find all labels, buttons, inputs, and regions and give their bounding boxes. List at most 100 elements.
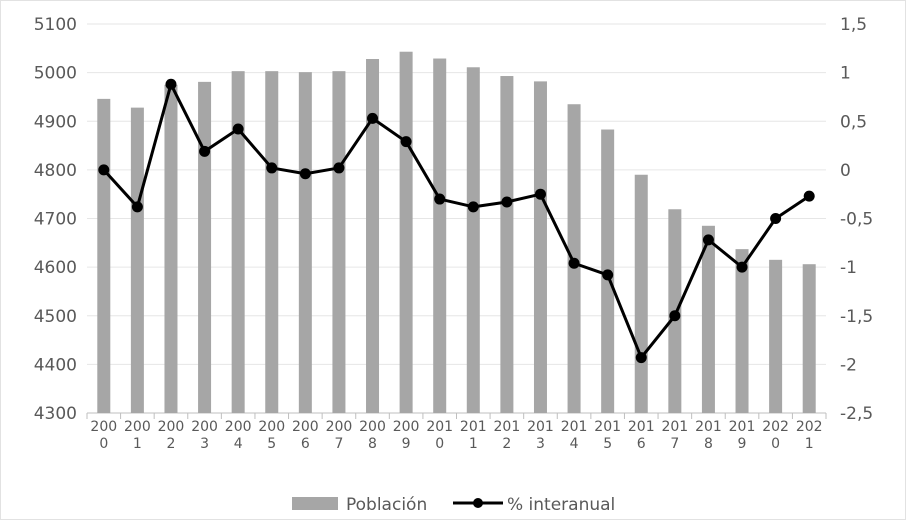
y-left-tick-label: 4700 — [34, 210, 77, 230]
x-tick-label-top: 200 — [124, 419, 151, 435]
x-tick-label-bottom: 3 — [200, 436, 209, 452]
line-point — [501, 196, 513, 208]
bar — [130, 107, 144, 413]
x-axis-ticks: 2000200120022003200420052006200720082009… — [86, 413, 827, 452]
bar — [802, 264, 816, 413]
line-point — [770, 213, 782, 224]
x-tick-label-bottom: 9 — [738, 436, 747, 452]
x-tick-label-top: 201 — [729, 419, 756, 435]
line-point — [467, 201, 479, 213]
x-tick-label-top: 201 — [426, 419, 453, 435]
bar — [298, 72, 312, 414]
line-point — [568, 257, 580, 269]
bar — [634, 174, 648, 413]
line-point — [367, 112, 379, 124]
x-tick-label-bottom: 6 — [637, 436, 646, 452]
x-tick-label-top: 200 — [393, 419, 420, 435]
x-tick-label-bottom: 9 — [402, 436, 411, 452]
x-tick-label-bottom: 4 — [234, 436, 243, 452]
legend-line-marker — [473, 498, 483, 508]
y-left-tick-label: 4300 — [34, 404, 77, 424]
y-left-tick-label: 5000 — [34, 64, 77, 84]
x-tick-label-bottom: 0 — [771, 436, 780, 452]
line-point — [333, 162, 345, 174]
x-tick-label-bottom: 1 — [133, 436, 142, 452]
legend-bar-swatch — [292, 497, 338, 510]
line-point — [299, 168, 311, 180]
line-point — [434, 193, 446, 205]
bar — [231, 71, 245, 413]
y-right-tick-label: -1 — [840, 258, 857, 278]
x-tick-label-bottom: 2 — [502, 436, 511, 452]
y-right-tick-label: 1,5 — [840, 15, 867, 35]
bar — [500, 76, 514, 413]
y-left-tick-label: 4800 — [34, 161, 77, 181]
line-point — [736, 261, 748, 273]
x-tick-label-top: 200 — [326, 419, 353, 435]
x-tick-label-bottom: 1 — [469, 436, 478, 452]
x-tick-label-top: 200 — [158, 419, 185, 435]
x-tick-label-bottom: 5 — [603, 436, 612, 452]
x-tick-label-top: 202 — [762, 419, 789, 435]
x-tick-label-bottom: 7 — [334, 436, 343, 452]
x-tick-label-top: 200 — [191, 419, 218, 435]
x-tick-label-bottom: 4 — [570, 436, 579, 452]
x-tick-label-top: 201 — [527, 419, 554, 435]
y-right-tick-label: -0,5 — [840, 210, 873, 230]
x-tick-label-top: 201 — [460, 419, 487, 435]
line-point — [534, 188, 546, 200]
y-left-tick-label: 4900 — [34, 112, 77, 132]
line-point — [602, 269, 614, 281]
bar — [366, 59, 380, 413]
y-right-tick-label: -2,5 — [840, 404, 873, 424]
bar — [97, 98, 111, 413]
y-right-tick-label: 0,5 — [840, 112, 867, 132]
bar-series — [97, 51, 816, 414]
line-point — [635, 352, 647, 364]
x-tick-label-bottom: 8 — [368, 436, 377, 452]
x-tick-label-top: 201 — [695, 419, 722, 435]
x-tick-label-top: 201 — [561, 419, 588, 435]
x-tick-label-top: 200 — [258, 419, 285, 435]
bar — [265, 71, 279, 413]
line-point — [165, 78, 177, 90]
bar — [769, 259, 783, 413]
bar — [533, 81, 547, 413]
x-tick-label-bottom: 8 — [704, 436, 713, 452]
left-axis-ticks: 4300 4400 4500 4600 4700 4800 4900 5000 5100 — [34, 15, 77, 424]
x-tick-label-top: 201 — [661, 419, 688, 435]
x-tick-label-bottom: 7 — [670, 436, 679, 452]
line-point — [266, 162, 278, 174]
line-point — [702, 234, 714, 246]
y-left-tick-label: 4600 — [34, 258, 77, 278]
x-tick-label-top: 201 — [494, 419, 521, 435]
line-series — [98, 78, 815, 364]
line-point — [232, 123, 244, 135]
x-tick-label-top: 200 — [90, 419, 117, 435]
x-tick-label-bottom: 3 — [536, 436, 545, 452]
x-tick-label-top: 200 — [225, 419, 252, 435]
y-left-tick-label: 4500 — [34, 307, 77, 327]
legend: Población % interanual — [292, 495, 615, 515]
legend-line-label: % interanual — [507, 495, 615, 515]
x-tick-label-bottom: 5 — [267, 436, 276, 452]
x-tick-label-top: 202 — [796, 419, 823, 435]
right-axis-ticks: -2,5 -2 -1,5 -1 -0,5 0 0,5 1 1,5 — [840, 15, 873, 424]
bar — [332, 71, 346, 413]
y-right-tick-label: -2 — [840, 355, 857, 375]
x-tick-label-top: 201 — [628, 419, 655, 435]
bar — [164, 84, 178, 413]
x-tick-label-top: 200 — [292, 419, 319, 435]
x-tick-label-bottom: 1 — [805, 436, 814, 452]
line-point — [199, 145, 211, 157]
y-right-tick-label: 0 — [840, 161, 851, 181]
bar — [433, 58, 447, 414]
bar — [466, 67, 480, 414]
line-point — [98, 164, 110, 176]
bar — [198, 81, 212, 414]
x-tick-label-bottom: 2 — [167, 436, 176, 452]
line-path — [102, 82, 811, 360]
y-left-tick-label: 4400 — [34, 355, 77, 375]
